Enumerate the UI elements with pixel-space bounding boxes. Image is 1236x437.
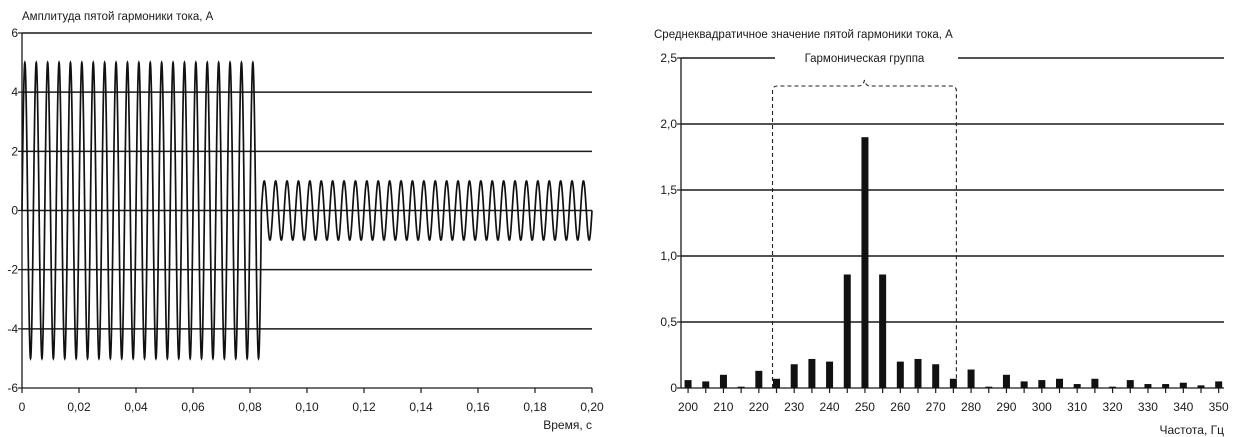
- spectrum-bar: [1162, 384, 1170, 388]
- right-x-tick-label: 240: [820, 400, 840, 414]
- spectrum-bar: [826, 361, 834, 388]
- left-x-tick-label: 0,14: [409, 400, 433, 414]
- right-x-tick-label: 280: [961, 400, 981, 414]
- right-x-tick-label: 230: [784, 400, 804, 414]
- left-x-tick-label: 0,06: [181, 400, 205, 414]
- right-x-axis-label: Частота, Гц: [1159, 423, 1224, 437]
- right-x-tick-label: 290: [996, 400, 1016, 414]
- spectrum-bar: [737, 386, 745, 388]
- right-x-tick-label: 300: [1032, 400, 1052, 414]
- right-grid: [681, 57, 1224, 323]
- spectrum-bar: [932, 364, 940, 388]
- right-x-tick-label: 310: [1067, 400, 1087, 414]
- spectrum-bar: [719, 374, 727, 388]
- spectrum-bar: [843, 274, 851, 388]
- spectrum-bar: [790, 364, 798, 388]
- right-x-tick-label: 320: [1103, 400, 1123, 414]
- spectrum-bar: [914, 358, 922, 388]
- left-y-tick-label: -4: [7, 322, 18, 336]
- spectrum-bar: [1038, 380, 1046, 388]
- right-y-tick-label: 1,0: [660, 249, 677, 263]
- spectrum-bar: [1197, 385, 1205, 388]
- right-y-tick-label: 1,5: [660, 183, 677, 197]
- left-x-tick-label: 0,12: [352, 400, 376, 414]
- right-chart-title: Среднеквадратичное значение пятой гармон…: [654, 29, 953, 41]
- right-x-tick-label: 220: [749, 400, 769, 414]
- left-y-tick-label: -6: [7, 381, 18, 395]
- spectrum-bar: [896, 361, 904, 388]
- spectrum-bar: [1002, 374, 1010, 388]
- right-ticks: 0 0,5 1,0 1,5 2,0 2,5 200 210 220 230 240 250 260 270…: [660, 51, 1229, 414]
- left-y-tick-label: 0: [11, 204, 18, 218]
- right-x-tick-label: 200: [678, 400, 698, 414]
- harmonic-group-annotation: Гармоническая группа: [771, 53, 957, 388]
- spectrum-bar: [702, 381, 710, 388]
- left-x-tick-label: 0,16: [466, 400, 490, 414]
- spectrum-bar: [861, 137, 869, 388]
- spectrum-bar: [1056, 378, 1064, 388]
- spectrum-bar: [949, 378, 957, 388]
- spectrum-bar: [773, 378, 781, 388]
- spectrum-bar: [1020, 381, 1028, 388]
- left-x-tick-label: 0,04: [124, 400, 148, 414]
- right-x-tick-label: 270: [926, 400, 946, 414]
- left-y-tick-label: -2: [7, 263, 18, 277]
- right-bars: [684, 137, 1223, 388]
- spectrum-bar: [1215, 381, 1223, 388]
- spectrum-bar: [1179, 382, 1187, 388]
- spectrum-bar: [755, 370, 763, 388]
- left-x-tick-label: 0,08: [238, 400, 262, 414]
- left-y-tick-label: 6: [11, 26, 18, 40]
- left-x-tick-label: 0,20: [580, 400, 604, 414]
- spectrum-bar: [1126, 380, 1134, 388]
- right-x-tick-label: 330: [1138, 400, 1158, 414]
- right-x-tick-label: 350: [1209, 400, 1229, 414]
- spectrum-bar: [684, 380, 692, 388]
- right-x-tick-label: 210: [713, 400, 733, 414]
- spectrum-bar: [1109, 386, 1117, 388]
- right-x-tick-label: 260: [890, 400, 910, 414]
- right-y-tick-label: 0,5: [660, 315, 677, 329]
- right-x-tick-label: 250: [855, 400, 875, 414]
- right-y-tick-label: 2,0: [660, 117, 677, 131]
- left-chart-title: Амплитуда пятой гармоники тока, А: [22, 11, 214, 23]
- right-y-tick-label: 2,5: [660, 51, 677, 65]
- left-ticks: -6 -4 -2 0 2 4 6 0 0,02 0,04 0,06 0,08 0,10 0,12 0,14 0…: [7, 26, 604, 414]
- right-y-tick-label: 0: [670, 381, 677, 395]
- spectrum-bar: [1091, 378, 1099, 388]
- harmonic-group-label: Гармоническая группа: [805, 53, 925, 65]
- left-x-axis-label: Время, с: [543, 418, 592, 432]
- right-x-tick-label: 340: [1173, 400, 1193, 414]
- spectrum-bar: [967, 369, 975, 388]
- left-x-tick-label: 0,10: [295, 400, 319, 414]
- left-y-tick-label: 4: [11, 85, 18, 99]
- spectrum-bar: [808, 358, 816, 388]
- left-x-tick-label: 0: [19, 400, 26, 414]
- left-x-tick-label: 0,02: [67, 400, 91, 414]
- left-series-line: [21, 60, 593, 361]
- left-x-tick-label: 0,18: [523, 400, 547, 414]
- spectrum-bar: [985, 386, 993, 388]
- harmonic-group-bracket: [771, 79, 957, 388]
- left-y-tick-label: 2: [11, 144, 18, 158]
- spectrum-bar: [1144, 384, 1152, 388]
- spectrum-bar: [1073, 384, 1081, 388]
- spectrum-bar: [879, 274, 887, 388]
